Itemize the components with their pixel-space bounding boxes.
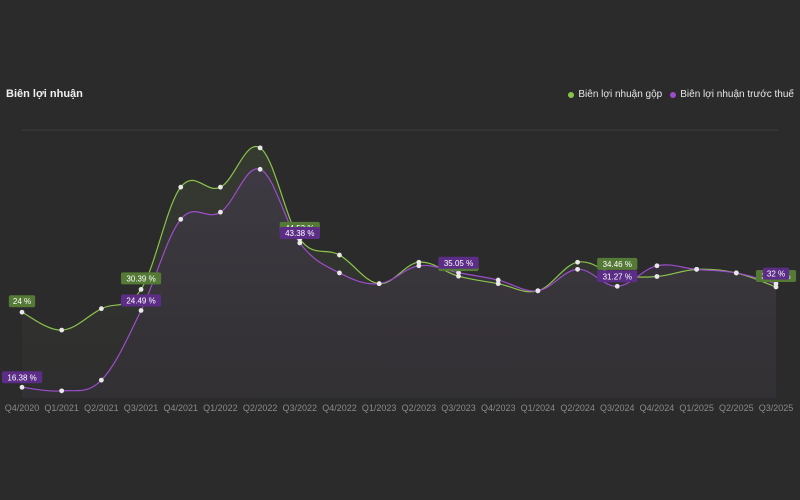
legend-marker-pretax-margin xyxy=(670,91,677,98)
data-label-bg-10 xyxy=(597,270,638,283)
x-tick-label-8: Q4/2022 xyxy=(322,403,357,413)
data-label-text-4: 34.46 % xyxy=(603,260,632,269)
data-point-s1-9[interactable] xyxy=(376,281,382,287)
x-tick-label-1: Q1/2021 xyxy=(44,403,79,413)
data-label-7: 24.49 % xyxy=(120,294,162,307)
x-tick-label-3: Q3/2021 xyxy=(124,403,159,413)
data-label-bg-9 xyxy=(438,256,479,269)
chart-legend: Biên lợi nhuận gộp Biên lợi nhuận trước … xyxy=(568,89,794,100)
x-tick-label-6: Q2/2022 xyxy=(243,403,278,413)
chart-title: Biên lợi nhuận xyxy=(6,88,83,100)
data-point-s1-1[interactable] xyxy=(59,388,65,394)
data-point-s0-10[interactable] xyxy=(416,259,422,265)
legend-item-pretax-margin[interactable]: Biên lợi nhuận trước thuế xyxy=(670,89,794,100)
data-point-s0-19[interactable] xyxy=(773,284,779,290)
data-label-text-1: 30.39 % xyxy=(126,274,155,283)
data-label-bg-11 xyxy=(762,267,790,280)
x-tick-label-15: Q3/2024 xyxy=(600,403,635,413)
data-label-bg-0 xyxy=(8,295,36,308)
data-point-s1-17[interactable] xyxy=(694,266,700,272)
data-point-s0-16[interactable] xyxy=(654,274,660,279)
data-point-s1-14[interactable] xyxy=(575,266,580,272)
data-point-s0-12[interactable] xyxy=(495,281,501,287)
data-point-s0-8[interactable] xyxy=(337,252,342,258)
data-point-s0-14[interactable] xyxy=(575,259,580,265)
data-point-s1-19[interactable] xyxy=(773,281,779,287)
data-point-s1-10[interactable] xyxy=(416,263,422,269)
x-tick-label-13: Q1/2024 xyxy=(521,403,556,413)
data-point-s1-12[interactable] xyxy=(495,277,501,283)
x-tick-label-5: Q1/2022 xyxy=(203,403,238,413)
data-label-bg-8 xyxy=(279,226,320,239)
data-point-s1-7[interactable] xyxy=(297,240,303,246)
data-point-s0-2[interactable] xyxy=(98,306,104,312)
data-label-bg-1 xyxy=(120,272,162,285)
x-tick-label-12: Q4/2023 xyxy=(481,403,516,413)
x-tick-label-18: Q2/2025 xyxy=(719,403,754,413)
data-label-11: 32 % xyxy=(762,267,790,280)
data-point-s1-0[interactable] xyxy=(19,384,25,390)
data-point-s0-0[interactable] xyxy=(19,309,25,315)
legend-item-gross-margin[interactable]: Biên lợi nhuận gộp xyxy=(568,89,662,100)
data-point-s0-6[interactable] xyxy=(257,145,263,151)
x-tick-label-9: Q1/2023 xyxy=(362,403,397,413)
data-point-s1-16[interactable] xyxy=(654,263,660,269)
legend-marker-gross-margin xyxy=(568,91,575,98)
data-label-text-9: 35.05 % xyxy=(444,259,473,268)
data-label-text-8: 43.38 % xyxy=(285,229,314,238)
data-label-8: 43.38 % xyxy=(279,226,320,239)
data-point-s1-15[interactable] xyxy=(614,283,620,289)
data-point-s1-11[interactable] xyxy=(456,270,461,276)
x-tick-label-0: Q4/2020 xyxy=(5,403,40,413)
data-label-text-11: 32 % xyxy=(767,270,785,279)
x-tick-label-2: Q2/2021 xyxy=(84,403,119,413)
data-point-s1-2[interactable] xyxy=(98,377,104,383)
data-point-s0-3[interactable] xyxy=(138,287,144,292)
data-point-s1-8[interactable] xyxy=(337,270,342,276)
x-tick-label-11: Q3/2023 xyxy=(441,403,476,413)
data-point-s1-18[interactable] xyxy=(733,270,739,276)
x-tick-label-19: Q3/2025 xyxy=(759,403,794,413)
data-point-s1-6[interactable] xyxy=(257,166,263,172)
legend-label-gross-margin: Biên lợi nhuận gộp xyxy=(578,89,663,100)
series-area-1 xyxy=(22,168,776,398)
data-label-4: 34.46 % xyxy=(597,257,638,270)
x-tick-label-17: Q1/2025 xyxy=(679,403,714,413)
data-point-s0-5[interactable] xyxy=(218,184,223,190)
data-point-s1-3[interactable] xyxy=(138,308,144,313)
data-label-1: 30.39 % xyxy=(120,272,162,285)
data-label-10: 31.27 % xyxy=(597,270,638,283)
data-label-6: 16.38 % xyxy=(2,371,43,384)
data-label-bg-4 xyxy=(597,257,638,270)
data-label-9: 35.05 % xyxy=(438,256,479,269)
data-point-s1-13[interactable] xyxy=(535,288,541,294)
data-point-s0-4[interactable] xyxy=(178,184,184,190)
x-tick-label-10: Q2/2023 xyxy=(402,403,437,413)
data-label-bg-7 xyxy=(120,294,162,307)
data-point-s1-4[interactable] xyxy=(178,216,184,222)
data-label-bg-6 xyxy=(2,371,43,384)
legend-label-pretax-margin: Biên lợi nhuận trước thuế xyxy=(680,89,794,100)
data-label-text-7: 24.49 % xyxy=(126,296,155,305)
data-label-text-0: 24 % xyxy=(13,297,31,306)
data-point-s1-5[interactable] xyxy=(218,209,223,215)
x-tick-label-14: Q2/2024 xyxy=(560,403,595,413)
x-tick-label-7: Q3/2022 xyxy=(283,403,318,413)
x-tick-label-4: Q4/2021 xyxy=(163,403,198,413)
data-label-0: 24 % xyxy=(8,295,36,308)
data-label-text-10: 31.27 % xyxy=(603,272,632,281)
data-label-text-6: 16.38 % xyxy=(7,373,36,382)
data-point-s0-11[interactable] xyxy=(456,273,461,279)
data-point-s0-1[interactable] xyxy=(59,327,65,333)
x-tick-label-16: Q4/2024 xyxy=(640,403,675,413)
